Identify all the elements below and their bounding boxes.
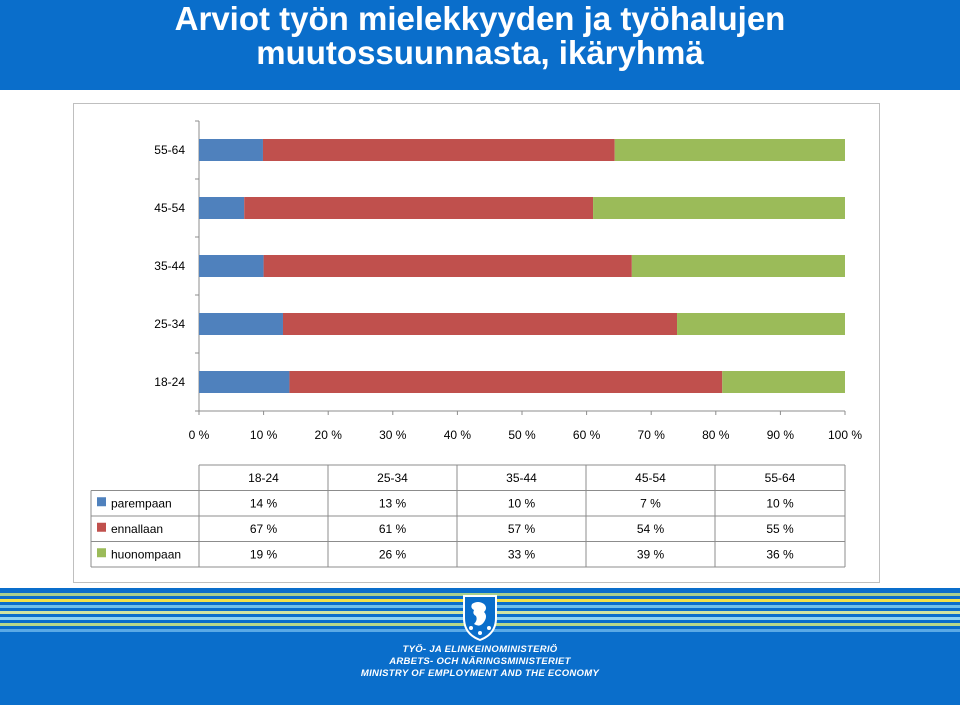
bar-segment-huonompaan bbox=[614, 139, 845, 161]
legend-swatch-parempaan bbox=[97, 497, 106, 507]
table-data-cell: 39 % bbox=[637, 547, 665, 561]
table-data-cell: 61 % bbox=[379, 522, 407, 536]
chart-frame: 0 % 10 % 20 % 30 % 40 % 50 % 60 % 70 % 80 % 90 % 1… bbox=[73, 103, 880, 583]
stacked-bar-chart: 0 % 10 % 20 % 30 % 40 % 50 % 60 % 70 % 80 % 90 % 1… bbox=[90, 120, 862, 568]
x-tick-label: 0 % bbox=[189, 428, 210, 442]
bar-segment-parempaan bbox=[199, 255, 264, 277]
legend-label: huonompaan bbox=[111, 547, 181, 561]
table-data-cell: 54 % bbox=[637, 522, 665, 536]
x-tick-label: 90 % bbox=[767, 428, 795, 442]
table-data-cell: 13 % bbox=[379, 496, 407, 510]
title-banner: Arviot työn mielekkyyden ja työhalujen m… bbox=[0, 0, 960, 90]
table-data-cell: 33 % bbox=[508, 547, 536, 561]
ministry-name-sv: ARBETS- OCH NÄRINGSMINISTERIET bbox=[389, 656, 571, 667]
footer-stripe bbox=[0, 593, 960, 596]
table-data-cell: 10 % bbox=[508, 496, 536, 510]
table-data-cell: 7 % bbox=[640, 496, 661, 510]
bar-segment-ennallaan bbox=[289, 371, 723, 393]
table-header-cell: 45-54 bbox=[635, 471, 666, 485]
y-category-label: 55-64 bbox=[154, 143, 185, 157]
bar-segment-parempaan bbox=[199, 313, 283, 335]
legend-swatch-huonompaan bbox=[97, 548, 106, 558]
ministry-name-fi: TYÖ- JA ELINKEINOMINISTERIÖ bbox=[402, 644, 558, 655]
bar-segment-huonompaan bbox=[593, 197, 845, 219]
ministry-name-en: MINISTRY OF EMPLOYMENT AND THE ECONOMY bbox=[360, 668, 600, 679]
bar-segment-ennallaan bbox=[263, 255, 632, 277]
x-tick-label: 60 % bbox=[573, 428, 601, 442]
bar-segment-huonompaan bbox=[631, 255, 845, 277]
bar-segment-huonompaan bbox=[677, 313, 845, 335]
bar-segment-huonompaan bbox=[722, 371, 845, 393]
table-data-cell: 57 % bbox=[508, 522, 536, 536]
table-data-cell: 26 % bbox=[379, 547, 407, 561]
title-line-1: Arviot työn mielekkyyden ja työhalujen bbox=[174, 0, 786, 37]
bar-segment-ennallaan bbox=[262, 139, 615, 161]
y-category-label: 25-34 bbox=[154, 317, 185, 331]
table-header-cell: 25-34 bbox=[377, 471, 408, 485]
table-header-cell: 35-44 bbox=[506, 471, 537, 485]
lion-crest-icon bbox=[463, 595, 497, 642]
y-category-label: 35-44 bbox=[154, 259, 185, 273]
x-tick-label: 70 % bbox=[638, 428, 666, 442]
table-data-cell: 19 % bbox=[250, 547, 278, 561]
bar-segment-ennallaan bbox=[282, 313, 678, 335]
x-tick-label: 100 % bbox=[828, 428, 862, 442]
x-tick-label: 40 % bbox=[444, 428, 472, 442]
table-header-cell: 18-24 bbox=[248, 471, 279, 485]
legend-swatch-ennallaan bbox=[97, 522, 106, 532]
table-data-cell: 14 % bbox=[250, 496, 278, 510]
bar-segment-parempaan bbox=[199, 371, 290, 393]
x-tick-label: 10 % bbox=[250, 428, 278, 442]
bar-segment-parempaan bbox=[199, 139, 263, 161]
table-data-cell: 55 % bbox=[766, 522, 794, 536]
bar-segment-ennallaan bbox=[244, 197, 594, 219]
y-category-label: 18-24 bbox=[154, 375, 185, 389]
x-tick-label: 80 % bbox=[702, 428, 730, 442]
footer-banner: TYÖ- JA ELINKEINOMINISTERIÖ ARBETS- OCH … bbox=[0, 588, 960, 705]
legend-label: ennallaan bbox=[111, 522, 163, 536]
table-data-cell: 67 % bbox=[250, 522, 278, 536]
x-tick-label: 20 % bbox=[315, 428, 343, 442]
table-data-cell: 36 % bbox=[766, 547, 794, 561]
x-tick-label: 30 % bbox=[379, 428, 407, 442]
y-category-label: 45-54 bbox=[154, 201, 185, 215]
title-line-2: muutossuunnasta, ikäryhmä bbox=[256, 34, 704, 71]
bar-segment-parempaan bbox=[199, 197, 245, 219]
page-title: Arviot työn mielekkyyden ja työhalujen m… bbox=[0, 2, 960, 70]
table-header-cell: 55-64 bbox=[765, 471, 796, 485]
legend-label: parempaan bbox=[111, 496, 172, 510]
table-data-cell: 10 % bbox=[766, 496, 794, 510]
x-tick-label: 50 % bbox=[508, 428, 536, 442]
